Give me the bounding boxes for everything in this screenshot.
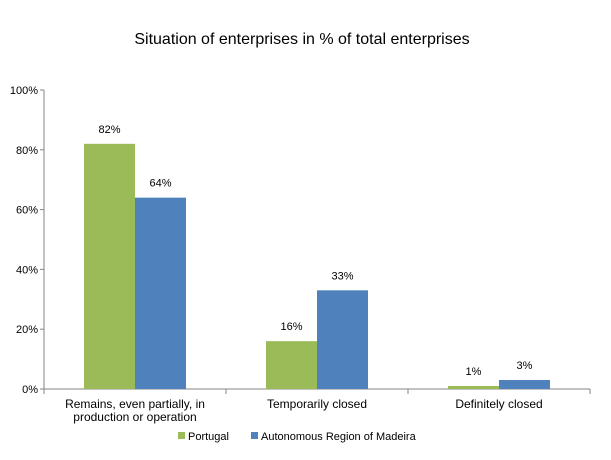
category-label-line: Definitely closed [455, 397, 542, 411]
bar-autonomous-region-of-madeira [499, 380, 550, 389]
legend-swatch [178, 432, 185, 439]
category-label-line: production or operation [73, 410, 196, 424]
y-tick-label: 100% [10, 85, 38, 97]
y-tick-label: 60% [16, 205, 38, 217]
y-tick-label: 40% [16, 264, 38, 276]
plot-area: 0% 20% 40% 60% 80% 100% 82% 64% Remains, even pa… [10, 85, 591, 424]
bar-portugal [266, 341, 317, 389]
data-label: 82% [98, 124, 120, 136]
legend-label: Autonomous Region of Madeira [261, 431, 417, 443]
data-label: 64% [149, 178, 171, 190]
category-label: Temporarily closed [267, 397, 367, 411]
data-label: 33% [331, 270, 353, 282]
bar-portugal [448, 386, 499, 389]
category-label-line: Remains, even partially, in [65, 397, 205, 411]
category-label-line: Temporarily closed [267, 397, 367, 411]
bar-portugal [84, 143, 135, 389]
y-tick-label: 80% [16, 145, 38, 157]
data-label: 3% [517, 360, 533, 372]
bar-autonomous-region-of-madeira [135, 197, 186, 389]
legend: Portugal Autonomous Region of Madeira [178, 431, 417, 443]
data-label: 16% [280, 321, 302, 333]
category-label: Definitely closed [455, 397, 542, 411]
y-tick-label: 0% [22, 384, 38, 396]
legend-swatch [251, 432, 258, 439]
data-label: 1% [466, 366, 482, 378]
y-tick-label: 20% [16, 324, 38, 336]
category-label: Remains, even partially, in production or… [65, 397, 205, 424]
chart-title: Situation of enterprises in % of total e… [134, 31, 469, 48]
legend-label: Portugal [188, 431, 229, 443]
bar-autonomous-region-of-madeira [317, 290, 368, 389]
